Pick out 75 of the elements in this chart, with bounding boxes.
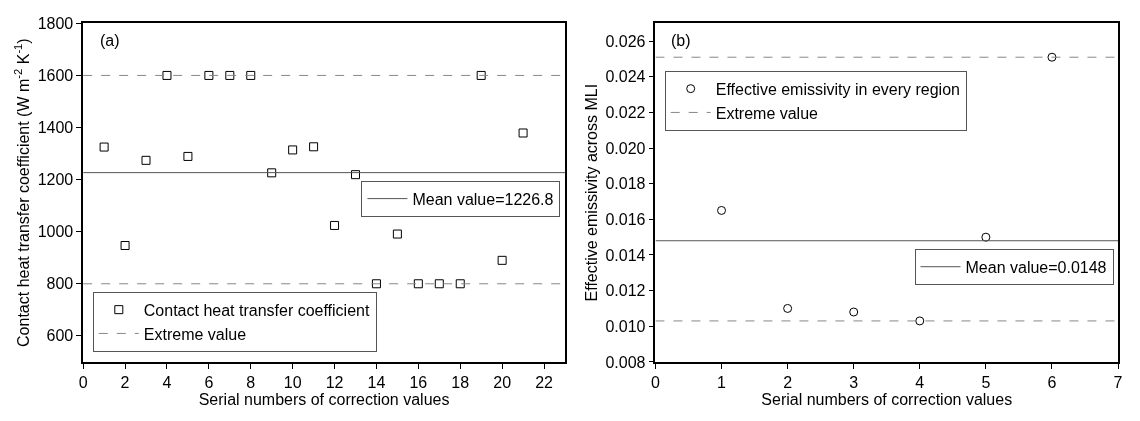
point: [497, 255, 507, 265]
point: [267, 168, 277, 178]
x-tick-label: 6: [1047, 373, 1057, 391]
x-tick-label: 12: [325, 373, 344, 391]
point: [1047, 52, 1057, 62]
x-tick-label: 16: [409, 373, 428, 391]
y-tick-label: 0.012: [605, 282, 646, 300]
point: [476, 70, 486, 80]
y-tick-label: 0.026: [605, 32, 646, 50]
legend-label: Mean value=0.0148: [965, 258, 1107, 276]
point: [246, 70, 256, 80]
y-tick-label: 1000: [37, 223, 74, 241]
point: [717, 205, 727, 215]
legend-label: Mean value=1226.8: [412, 190, 554, 208]
x-tick-label: 20: [493, 373, 512, 391]
y-tick-label: 0.010: [605, 317, 646, 335]
y-tick-label: 800: [46, 275, 74, 293]
point: [783, 303, 793, 313]
point: [120, 240, 130, 250]
point: [434, 279, 444, 289]
y-tick-label: 1200: [37, 171, 74, 189]
point: [849, 307, 859, 317]
point: [455, 279, 465, 289]
x-tick-label: 14: [367, 373, 386, 391]
text: (a): [100, 32, 120, 49]
point: [141, 155, 151, 165]
x-tick-label: 2: [120, 373, 130, 391]
x-tick-label: 0: [78, 373, 88, 391]
point: [413, 279, 423, 289]
point: [99, 142, 109, 152]
x-tick-label: 2: [783, 373, 793, 391]
point: [915, 316, 925, 326]
x-tick-label: 10: [283, 373, 302, 391]
point: [288, 145, 298, 155]
legend-label: Effective emissivity in every region: [715, 80, 960, 98]
x-tick-label: 22: [535, 373, 554, 391]
y-tick-label: 0.020: [605, 139, 646, 157]
y-tick-label: 1400: [37, 119, 74, 137]
y-tick-label: 0.008: [605, 353, 646, 371]
y-tick-label: 0.024: [605, 68, 646, 86]
point: [225, 70, 235, 80]
x-tick-label: 4: [915, 373, 925, 391]
legend-label: Contact heat transfer coefficient: [143, 301, 370, 319]
point: [204, 70, 214, 80]
point: [330, 220, 340, 230]
legend-label: Extreme value: [143, 325, 247, 343]
y-tick-label: 1800: [37, 14, 74, 32]
x-tick-label: 6: [204, 373, 214, 391]
point: [371, 279, 381, 289]
x-tick-label: 7: [1113, 373, 1123, 391]
x-tick-label: 8: [246, 373, 256, 391]
x-tick-label: 3: [849, 373, 859, 391]
point: [518, 128, 528, 138]
x-tick-label: 4: [162, 373, 172, 391]
y-tick-label: 600: [46, 327, 74, 345]
y-tick-label: 0.016: [605, 210, 646, 228]
x-tick-label: 0: [651, 373, 660, 391]
point: [309, 142, 319, 152]
x-tick-label: 1: [717, 373, 727, 391]
x-axis-title: Serial numbers of correction values: [198, 390, 450, 408]
point: [351, 170, 360, 180]
point: [162, 70, 172, 80]
point: [392, 229, 402, 239]
point: [183, 151, 193, 161]
legend-label: Extreme value: [715, 104, 819, 122]
y-tick-label: 0.018: [605, 175, 646, 193]
y-tick-label: 1600: [37, 67, 74, 85]
x-tick-label: 5: [981, 373, 991, 391]
y-tick-label: 0.022: [605, 104, 646, 122]
point: [981, 232, 991, 242]
x-axis-title: Serial numbers of correction values: [761, 390, 1013, 408]
text: (b): [671, 32, 691, 49]
x-tick-label: 18: [451, 373, 470, 391]
y-axis-title: Effective emissivity across MLI: [582, 83, 600, 302]
y-tick-label: 0.014: [605, 246, 646, 264]
